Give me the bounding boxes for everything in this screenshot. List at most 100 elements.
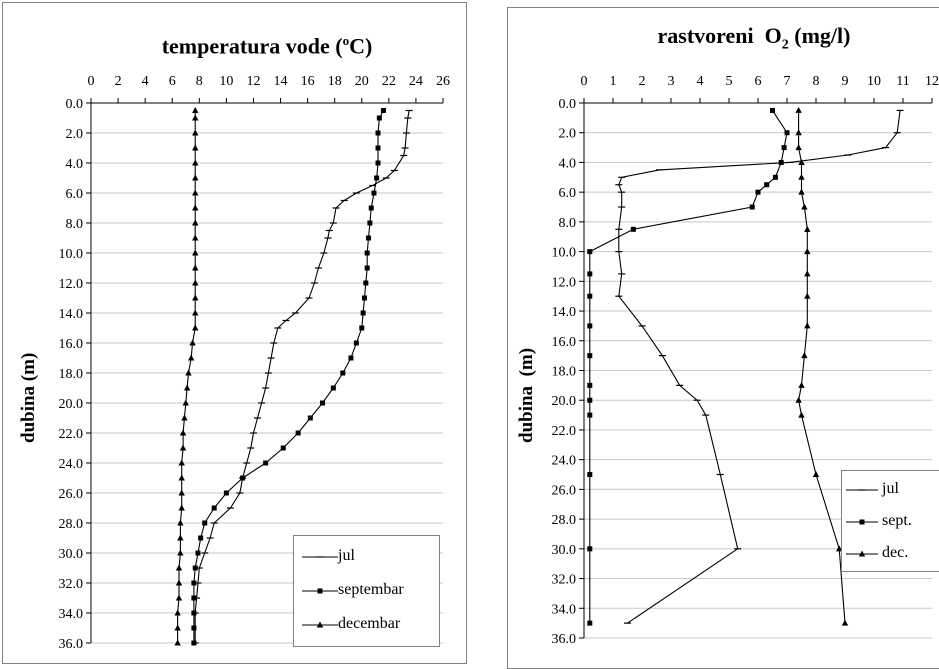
data-point-decembar [179, 444, 187, 451]
x-tick-label: 7 [784, 74, 791, 89]
y-tick-label: 8.0 [66, 217, 84, 232]
x-tick-label: 6 [755, 74, 762, 89]
data-point-decembar [179, 429, 187, 436]
data-point-dec [795, 106, 802, 113]
x-tick-label: 10 [219, 74, 233, 89]
data-point-sept [781, 145, 787, 151]
legend-item-sept: sept. [842, 511, 939, 533]
data-point-septembar [191, 580, 197, 586]
data-point-decembar [174, 624, 181, 631]
y-tick-label: 8.0 [559, 216, 577, 231]
data-point-dec [795, 129, 802, 136]
data-point-decembar [185, 369, 192, 376]
legend-swatch-jul [302, 556, 338, 558]
data-point-dec [804, 225, 811, 232]
data-point-decembar [192, 324, 199, 331]
x-tick-label: 4 [697, 74, 704, 89]
data-point-decembar [192, 219, 199, 226]
data-point-dec [798, 188, 805, 195]
data-point-septembar [320, 400, 326, 406]
data-point-septembar [192, 565, 198, 571]
legend-item-jul: jul [294, 546, 439, 568]
data-point-septembar [191, 595, 197, 601]
legend-label-dec: dec. [882, 544, 909, 561]
chart-title-sub: 2 [781, 37, 789, 53]
legend-label-jul: jul [882, 480, 899, 497]
data-point-septembar [195, 550, 201, 556]
x-tick-label: 3 [668, 74, 675, 89]
data-point-septembar [374, 175, 380, 181]
data-point-septembar [366, 235, 372, 241]
data-point-decembar [192, 114, 199, 121]
y-tick-label: 30.0 [552, 543, 577, 558]
y-tick-label: 12.0 [59, 277, 84, 292]
data-point-decembar [192, 204, 199, 211]
y-tick-label: 16.0 [552, 335, 577, 350]
data-point-decembar [192, 129, 199, 136]
data-point-septembar [295, 430, 301, 436]
data-point-dec [804, 322, 811, 329]
data-point-septembar [361, 295, 367, 301]
data-point-decembar [177, 519, 184, 526]
data-point-septembar [307, 415, 313, 421]
data-point-dec [798, 158, 805, 165]
data-point-septembar [211, 505, 217, 511]
x-tick-label: 12 [246, 74, 260, 89]
series-line-jul [618, 110, 901, 624]
chart-title-text: rastvoreni O [657, 23, 782, 48]
legend-marker [858, 550, 866, 557]
data-point-septembar [353, 340, 359, 346]
legend: jul sept. dec. [841, 470, 939, 572]
y-tick-label: 28.0 [552, 513, 577, 528]
data-point-septembar [364, 265, 370, 271]
legend: jul septembar decembar [293, 535, 440, 647]
data-point-septembar [191, 640, 197, 646]
data-point-septembar [375, 145, 381, 151]
y-tick-label: 32.0 [59, 577, 84, 592]
data-point-decembar [192, 234, 199, 241]
data-point-sept [587, 271, 593, 277]
data-point-septembar [340, 370, 346, 376]
legend-label-sept: sept. [882, 512, 912, 529]
y-tick-label: 20.0 [552, 394, 577, 409]
data-point-decembar [192, 144, 199, 151]
legend-marker [316, 621, 324, 628]
legend-swatch-jul [846, 489, 878, 491]
data-point-septembar [330, 385, 336, 391]
y-tick-label: 14.0 [552, 305, 577, 320]
data-point-dec [801, 352, 808, 359]
data-point-dec [798, 411, 805, 418]
data-point-sept [749, 204, 755, 210]
legend-label-septembar: septembar [338, 581, 404, 598]
data-point-decembar [181, 414, 188, 421]
data-point-sept [764, 182, 770, 188]
chart-title: rastvoreni O2 (mg/l) [578, 23, 930, 53]
y-tick-label: 20.0 [59, 397, 84, 412]
data-point-decembar [192, 174, 199, 181]
data-point-decembar [182, 399, 189, 406]
data-point-sept [587, 620, 593, 626]
data-point-sept [587, 353, 593, 359]
y-tick-label: 26.0 [59, 487, 84, 502]
data-point-dec [801, 203, 808, 210]
x-tick-label: 10 [867, 74, 881, 89]
y-tick-label: 32.0 [552, 573, 577, 588]
series-line-dec [798, 110, 846, 624]
y-tick-label: 26.0 [552, 483, 577, 498]
data-point-dec [798, 173, 805, 180]
data-point-septembar [263, 460, 269, 466]
x-tick-label: 4 [142, 74, 149, 89]
x-tick-label: 0 [88, 74, 95, 89]
x-tick-label: 1 [610, 74, 617, 89]
y-tick-label: 30.0 [59, 547, 84, 562]
data-point-decembar [189, 339, 196, 346]
data-point-septembar [367, 220, 373, 226]
legend-swatch-sept [846, 519, 878, 525]
y-tick-label: 10.0 [552, 246, 577, 261]
data-point-dec [812, 471, 820, 478]
y-tick-label: 12.0 [552, 275, 577, 290]
data-point-sept [587, 472, 593, 478]
legend-item-decembar: decembar [294, 614, 439, 636]
data-point-sept [587, 546, 593, 552]
data-point-decembar [177, 534, 184, 541]
